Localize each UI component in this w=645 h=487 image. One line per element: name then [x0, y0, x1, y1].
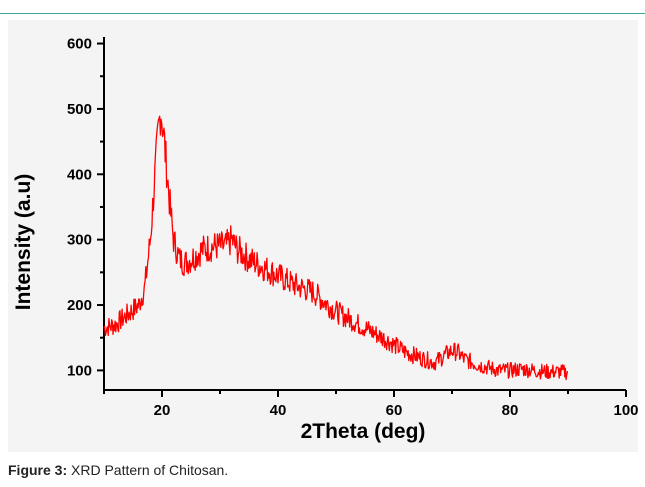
- y-tick-label: 500: [67, 101, 92, 118]
- y-tick-label: 200: [67, 297, 92, 314]
- x-axis-label: 2Theta (deg): [301, 420, 426, 443]
- xrd-chart: 20 40 60 80 100 100 200 300 400 500 600 2Theta (de…: [12, 36, 638, 443]
- x-tick-label: 80: [502, 402, 519, 419]
- caption-label: Figure 3:: [8, 462, 68, 478]
- y-tick-label: 600: [67, 36, 92, 53]
- xrd-series-line: [103, 115, 569, 381]
- y-tick-label: 300: [67, 232, 92, 249]
- x-tick-label: 40: [270, 402, 287, 419]
- x-tick-label: 20: [154, 402, 171, 419]
- y-axis-label: Intensity (a.u): [12, 174, 35, 311]
- x-tick-label: 60: [386, 402, 403, 419]
- y-tick-label: 400: [67, 166, 92, 183]
- figure-caption: Figure 3: XRD Pattern of Chitosan.: [8, 462, 228, 478]
- top-divider: [0, 13, 645, 14]
- figure-panel: 20 40 60 80 100 100 200 300 400 500 600 2Theta (de…: [8, 20, 638, 452]
- x-tick-label: 100: [613, 402, 638, 419]
- y-tick-label: 100: [67, 362, 92, 379]
- caption-text: XRD Pattern of Chitosan.: [71, 462, 229, 478]
